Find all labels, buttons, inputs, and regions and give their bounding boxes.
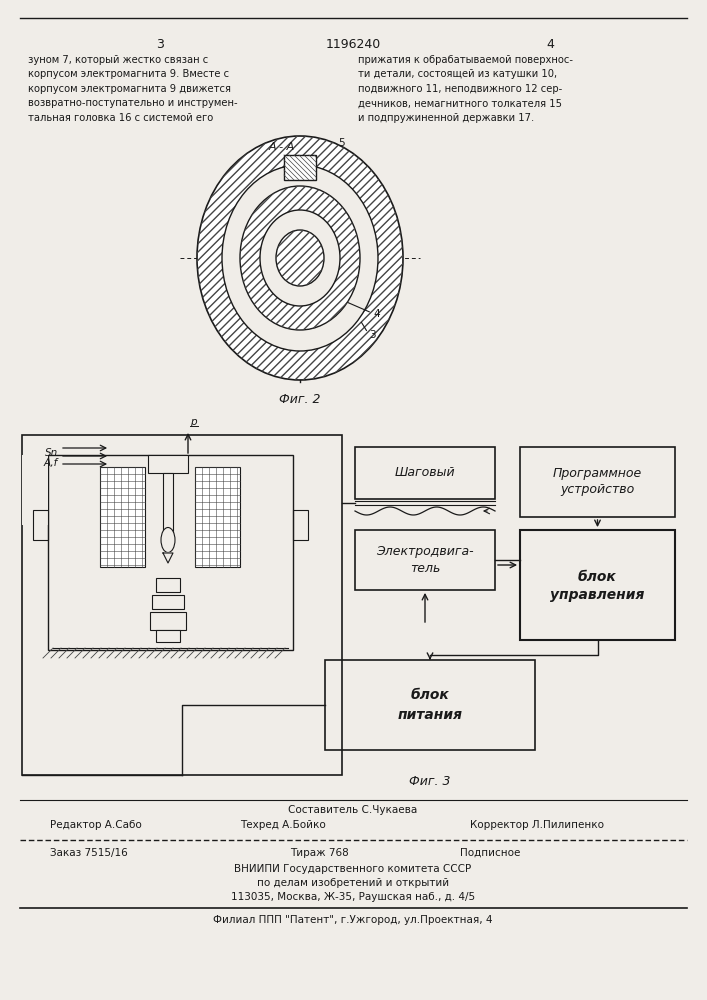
Ellipse shape [222,165,378,351]
Text: Подписное: Подписное [460,848,520,858]
Text: Фиг. 3: Фиг. 3 [409,775,451,788]
Bar [355,530,495,590]
Ellipse shape [276,230,324,286]
Bar [150,612,186,630]
Text: Фиг. 2: Фиг. 2 [279,393,321,406]
Ellipse shape [161,528,175,552]
Text: 3: 3 [369,330,375,340]
Text: устройство: устройство [561,484,635,496]
Bar [156,630,180,642]
Text: 3: 3 [156,38,164,51]
Text: A,f: A,f [44,458,58,468]
Bar [520,530,675,640]
Text: p: p [190,417,197,427]
Ellipse shape [197,136,403,380]
Text: A - A: A - A [269,142,295,152]
Bar [284,155,316,180]
Text: управления: управления [550,588,645,602]
Text: питания: питания [397,708,462,722]
Bar [22,455,48,525]
Text: Программное: Программное [553,468,642,481]
Text: Филиал ППП "Патент", г.Ужгород, ул.Проектная, 4: Филиал ППП "Патент", г.Ужгород, ул.Проек… [214,915,493,925]
Bar [33,510,48,540]
Text: прижатия к обрабатываемой поверхнос-
ти детали, состоящей из катушки 10,
подвижн: прижатия к обрабатываемой поверхнос- ти … [358,55,573,123]
Text: 4: 4 [373,309,380,319]
Text: Заказ 7515/16: Заказ 7515/16 [50,848,128,858]
Text: 113035, Москва, Ж-35, Раушская наб., д. 4/5: 113035, Москва, Ж-35, Раушская наб., д. … [231,892,475,902]
Text: 4: 4 [546,38,554,51]
Text: по делам изобретений и открытий: по делам изобретений и открытий [257,878,449,888]
Bar [293,510,308,540]
Bar [156,578,180,592]
Text: Sn: Sn [45,448,58,458]
Bar [48,455,293,650]
Text: Составитель С.Чукаева: Составитель С.Чукаева [288,805,418,815]
Bar [325,660,535,750]
Bar [22,435,342,775]
Text: Шаговый: Шаговый [395,466,455,480]
Bar [520,447,675,517]
Bar [148,455,188,473]
Text: блок: блок [411,688,450,702]
Text: Электродвига-: Электродвига- [376,546,474,558]
Text: 1196240: 1196240 [325,38,380,51]
Text: Тираж 768: Тираж 768 [290,848,349,858]
Bar [195,467,240,567]
Ellipse shape [240,186,360,330]
Text: 5: 5 [338,138,344,148]
Text: зуном 7, который жестко связан с
корпусом электромагнита 9. Вместе с
корпусом эл: зуном 7, который жестко связан с корпусо… [28,55,238,123]
Bar [163,473,173,533]
Polygon shape [163,553,173,563]
Text: блок: блок [578,570,617,584]
Text: Техред А.Бойко: Техред А.Бойко [240,820,326,830]
Ellipse shape [260,210,340,306]
Text: Корректор Л.Пилипенко: Корректор Л.Пилипенко [470,820,604,830]
Bar [355,447,495,499]
Text: Редактор А.Сабо: Редактор А.Сабо [50,820,141,830]
Text: тель: тель [410,562,440,574]
Bar [100,467,145,567]
Bar [152,595,184,609]
Text: ВНИИПИ Государственного комитета СССР: ВНИИПИ Государственного комитета СССР [235,864,472,874]
